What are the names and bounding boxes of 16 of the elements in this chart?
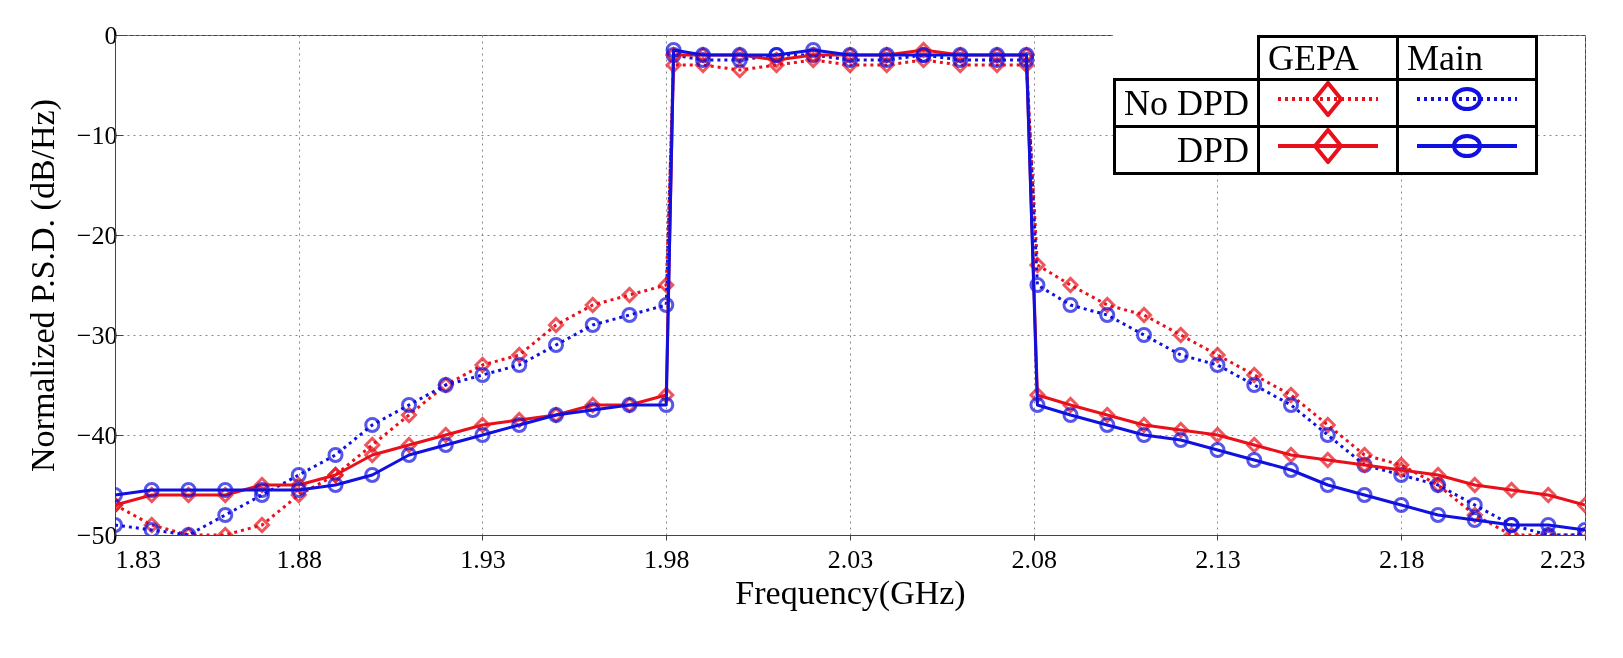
annotation: No DPD [1114,79,1259,127]
y-tick-label: −50 [76,520,118,550]
x-tick-label: 2.18 [1379,544,1425,574]
x-tick-label: 2.13 [1195,544,1241,574]
x-tick-label: 1.83 [115,544,161,574]
x-tick-label: 1.88 [276,544,322,574]
annotation: GEPA [1258,36,1398,80]
x-tick-label: 1.93 [460,544,506,574]
annotation: Main [1397,36,1537,80]
x-tick-label: 2.08 [1011,544,1057,574]
x-tick-label: 2.03 [827,544,874,574]
x-tick-label: 1.98 [644,544,690,574]
annotation: DPD [1114,126,1259,174]
x-tick-label: 2.23 [1540,544,1586,574]
x-axis-title: Frequency(GHz) [735,573,966,612]
y-axis-title: Normalized P.S.D. (dB/Hz) [23,98,62,473]
